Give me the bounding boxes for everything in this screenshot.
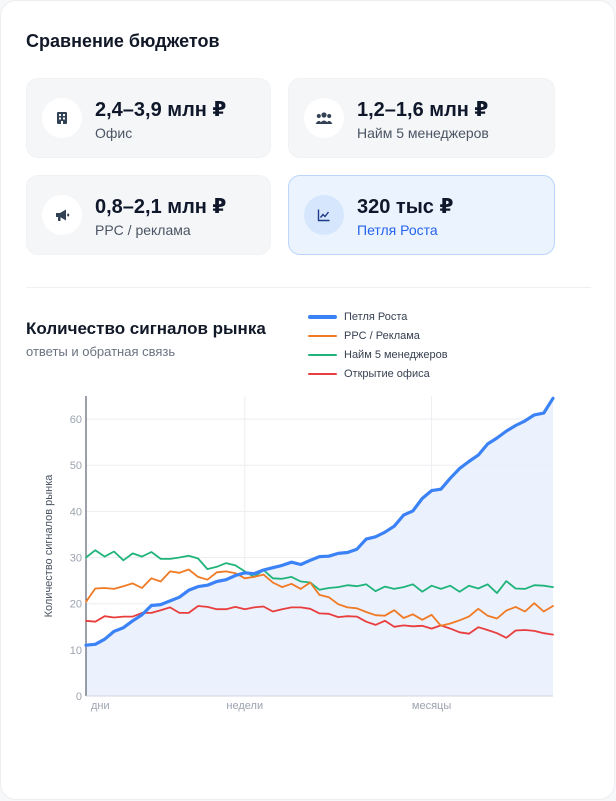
y-tick-label: 10 <box>70 645 82 657</box>
y-tick-label: 60 <box>70 414 82 426</box>
x-tick-label: недели <box>226 700 263 712</box>
x-tick-label: дни <box>91 700 110 712</box>
series-area-fill <box>86 398 553 696</box>
y-tick-label: 40 <box>70 506 82 518</box>
y-tick-label: 50 <box>70 460 82 472</box>
y-tick-label: 20 <box>70 599 82 611</box>
y-tick-label: 0 <box>76 691 82 703</box>
budget-comparison-card: Сравнение бюджетов 2,4–3,9 млн ₽ Офис 1,… <box>0 0 615 800</box>
y-axis-label: Количество сигналов рынка <box>43 474 55 618</box>
y-tick-label: 30 <box>70 553 82 565</box>
line-chart: 0 10 20 30 40 50 60 дни недели месяцы Количество с… <box>1 1 616 801</box>
x-tick-label: месяцы <box>412 700 451 712</box>
